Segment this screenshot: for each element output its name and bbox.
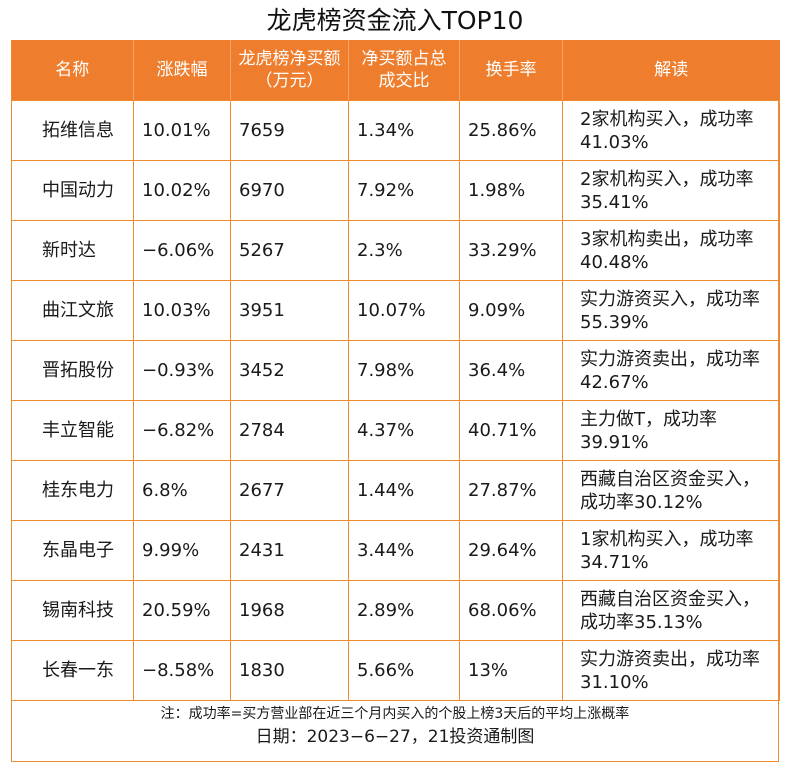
cell-net-buy: 1968 <box>230 580 349 641</box>
cell-net-buy: 2431 <box>230 520 349 581</box>
cell-change: −8.58% <box>133 640 231 701</box>
cell-ratio: 10.07% <box>348 280 460 341</box>
cell-ratio: 1.44% <box>348 460 460 521</box>
cell-change: 10.03% <box>133 280 231 341</box>
cell-change: 20.59% <box>133 580 231 641</box>
cell-turnover: 13% <box>459 640 563 701</box>
header-net-buy: 龙虎榜净买额（万元） <box>230 40 349 101</box>
cell-note: 2家机构买入，成功率41.03% <box>562 100 780 161</box>
cell-name: 长春一东 <box>11 640 134 701</box>
cell-note: 西藏自治区资金买入，成功率35.13% <box>562 580 780 641</box>
table-header-row: 名称 涨跌幅 龙虎榜净买额（万元） 净买额占总成交比 换手率 解读 <box>11 40 780 101</box>
cell-ratio: 3.44% <box>348 520 460 581</box>
cell-turnover: 36.4% <box>459 340 563 401</box>
cell-net-buy: 2677 <box>230 460 349 521</box>
cell-ratio: 2.3% <box>348 220 460 281</box>
cell-note: 实力游资卖出，成功率31.10% <box>562 640 780 701</box>
table-row: 丰立智能 −6.82% 2784 4.37% 40.71% 主力做T，成功率39… <box>11 400 780 461</box>
cell-change: −0.93% <box>133 340 231 401</box>
cell-name: 东晶电子 <box>11 520 134 581</box>
cell-note: 主力做T，成功率39.91% <box>562 400 780 461</box>
table-row: 锡南科技 20.59% 1968 2.89% 68.06% 西藏自治区资金买入，… <box>11 580 780 641</box>
date-credit: 日期：2023−6−27，21投资通制图 <box>255 727 535 747</box>
table-row: 东晶电子 9.99% 2431 3.44% 29.64% 1家机构买入，成功率3… <box>11 520 780 581</box>
table-row: 新时达 −6.06% 5267 2.3% 33.29% 3家机构卖出，成功率40… <box>11 220 780 281</box>
table-row: 中国动力 10.02% 6970 7.92% 1.98% 2家机构买入，成功率3… <box>11 160 780 221</box>
header-change: 涨跌幅 <box>133 40 231 101</box>
cell-net-buy: 2784 <box>230 400 349 461</box>
cell-change: 10.01% <box>133 100 231 161</box>
table-row: 桂东电力 6.8% 2677 1.44% 27.87% 西藏自治区资金买入，成功… <box>11 460 780 521</box>
cell-change: −6.82% <box>133 400 231 461</box>
table-row: 拓维信息 10.01% 7659 1.34% 25.86% 2家机构买入，成功率… <box>11 100 780 161</box>
cell-turnover: 1.98% <box>459 160 563 221</box>
data-table: 名称 涨跌幅 龙虎榜净买额（万元） 净买额占总成交比 换手率 解读 拓维信息 1… <box>11 40 780 701</box>
header-turnover: 换手率 <box>459 40 563 101</box>
cell-name: 丰立智能 <box>11 400 134 461</box>
cell-net-buy: 5267 <box>230 220 349 281</box>
cell-net-buy: 3452 <box>230 340 349 401</box>
cell-name: 桂东电力 <box>11 460 134 521</box>
cell-turnover: 25.86% <box>459 100 563 161</box>
cell-note: 西藏自治区资金买入，成功率30.12% <box>562 460 780 521</box>
cell-name: 新时达 <box>11 220 134 281</box>
cell-ratio: 7.92% <box>348 160 460 221</box>
cell-name: 中国动力 <box>11 160 134 221</box>
footer: 注：成功率=买方营业部在近三个月内买入的个股上榜3天后的平均上涨概率 日期：20… <box>11 703 779 749</box>
header-name: 名称 <box>11 40 134 101</box>
header-ratio: 净买额占总成交比 <box>348 40 460 101</box>
cell-turnover: 9.09% <box>459 280 563 341</box>
cell-change: −6.06% <box>133 220 231 281</box>
header-note: 解读 <box>562 40 780 101</box>
cell-note: 3家机构卖出，成功率40.48% <box>562 220 780 281</box>
cell-name: 曲江文旅 <box>11 280 134 341</box>
cell-net-buy: 6970 <box>230 160 349 221</box>
cell-turnover: 40.71% <box>459 400 563 461</box>
page-title: 龙虎榜资金流入TOP10 <box>266 6 524 35</box>
cell-name: 晋拓股份 <box>11 340 134 401</box>
cell-ratio: 4.37% <box>348 400 460 461</box>
cell-ratio: 7.98% <box>348 340 460 401</box>
cell-net-buy: 7659 <box>230 100 349 161</box>
cell-net-buy: 1830 <box>230 640 349 701</box>
cell-change: 9.99% <box>133 520 231 581</box>
cell-note: 2家机构买入，成功率35.41% <box>562 160 780 221</box>
cell-ratio: 5.66% <box>348 640 460 701</box>
cell-turnover: 33.29% <box>459 220 563 281</box>
cell-note: 实力游资卖出，成功率42.67% <box>562 340 780 401</box>
cell-net-buy: 3951 <box>230 280 349 341</box>
cell-ratio: 2.89% <box>348 580 460 641</box>
cell-name: 拓维信息 <box>11 100 134 161</box>
table-row: 长春一东 −8.58% 1830 5.66% 13% 实力游资卖出，成功率31.… <box>11 640 780 701</box>
cell-ratio: 1.34% <box>348 100 460 161</box>
cell-note: 实力游资买入，成功率55.39% <box>562 280 780 341</box>
cell-note: 1家机构买入，成功率34.71% <box>562 520 780 581</box>
footnote: 注：成功率=买方营业部在近三个月内买入的个股上榜3天后的平均上涨概率 <box>160 706 630 722</box>
cell-turnover: 29.64% <box>459 520 563 581</box>
cell-turnover: 27.87% <box>459 460 563 521</box>
table-row: 曲江文旅 10.03% 3951 10.07% 9.09% 实力游资买入，成功率… <box>11 280 780 341</box>
cell-name: 锡南科技 <box>11 580 134 641</box>
cell-change: 10.02% <box>133 160 231 221</box>
cell-turnover: 68.06% <box>459 580 563 641</box>
table-row: 晋拓股份 −0.93% 3452 7.98% 36.4% 实力游资卖出，成功率4… <box>11 340 780 401</box>
cell-change: 6.8% <box>133 460 231 521</box>
